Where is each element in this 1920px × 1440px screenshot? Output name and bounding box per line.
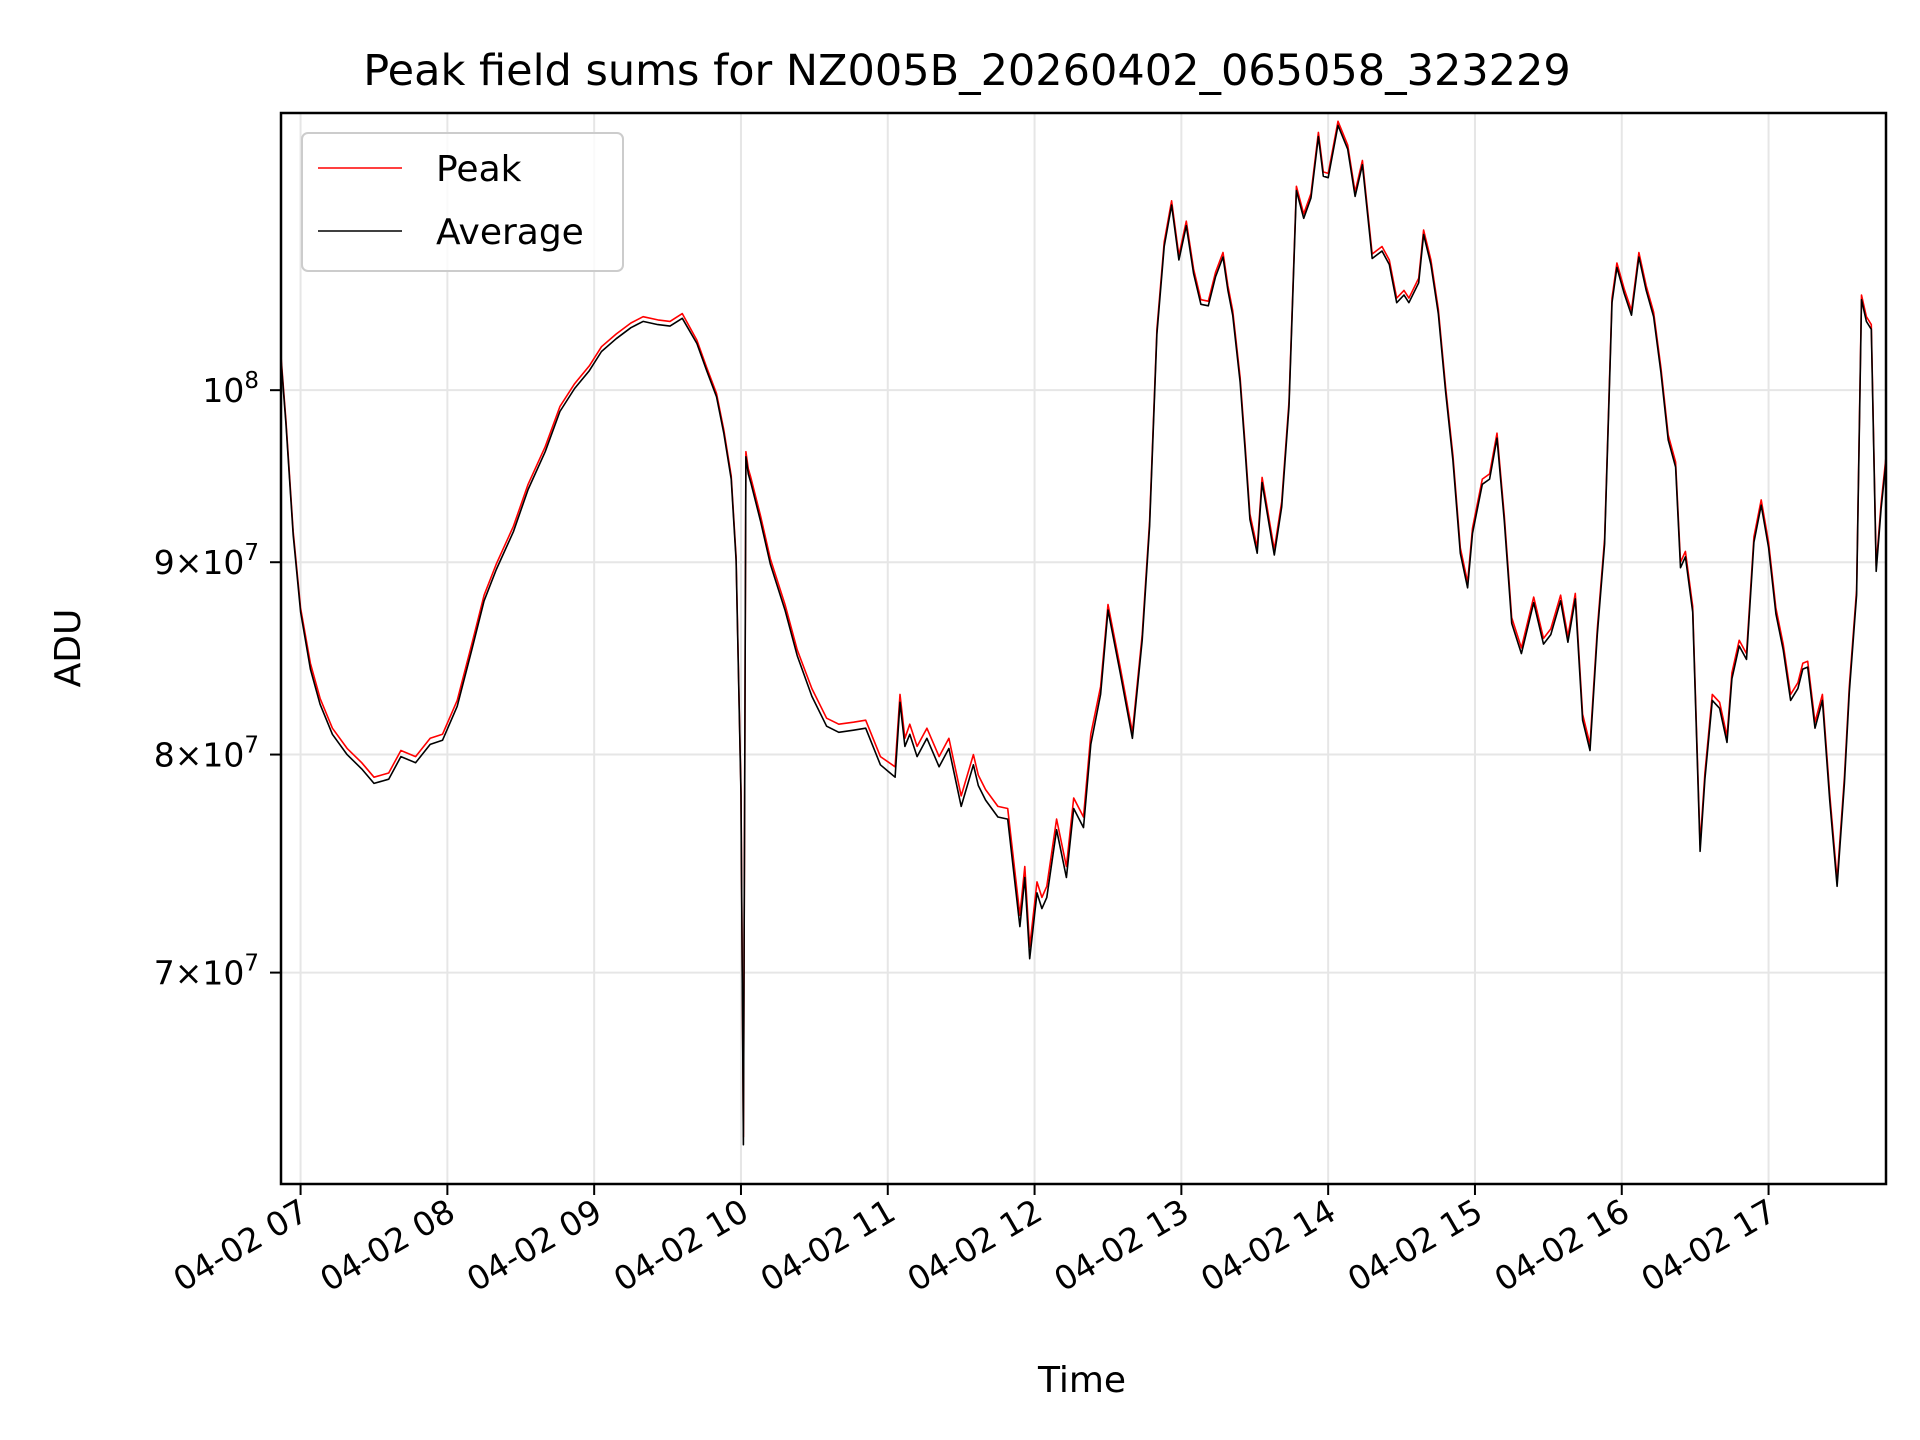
series-line-average	[280, 124, 1887, 1146]
y-tick-label: 8×107	[154, 733, 259, 775]
x-axis-label: Time	[1037, 1360, 1126, 1401]
y-tick-label: 7×107	[154, 951, 259, 993]
grid	[281, 113, 1886, 1184]
plot-area	[280, 120, 1887, 1146]
legend-average-label: Average	[436, 212, 584, 253]
chart-title: Peak field sums for NZ005B_20260402_0650…	[363, 46, 1571, 96]
legend: Peak Average	[301, 132, 624, 272]
legend-peak-label: Peak	[436, 149, 522, 190]
y-tick-label: 9×107	[154, 540, 259, 582]
axes-frame	[279, 111, 1888, 1186]
y-axis-label: ADU	[48, 609, 89, 688]
